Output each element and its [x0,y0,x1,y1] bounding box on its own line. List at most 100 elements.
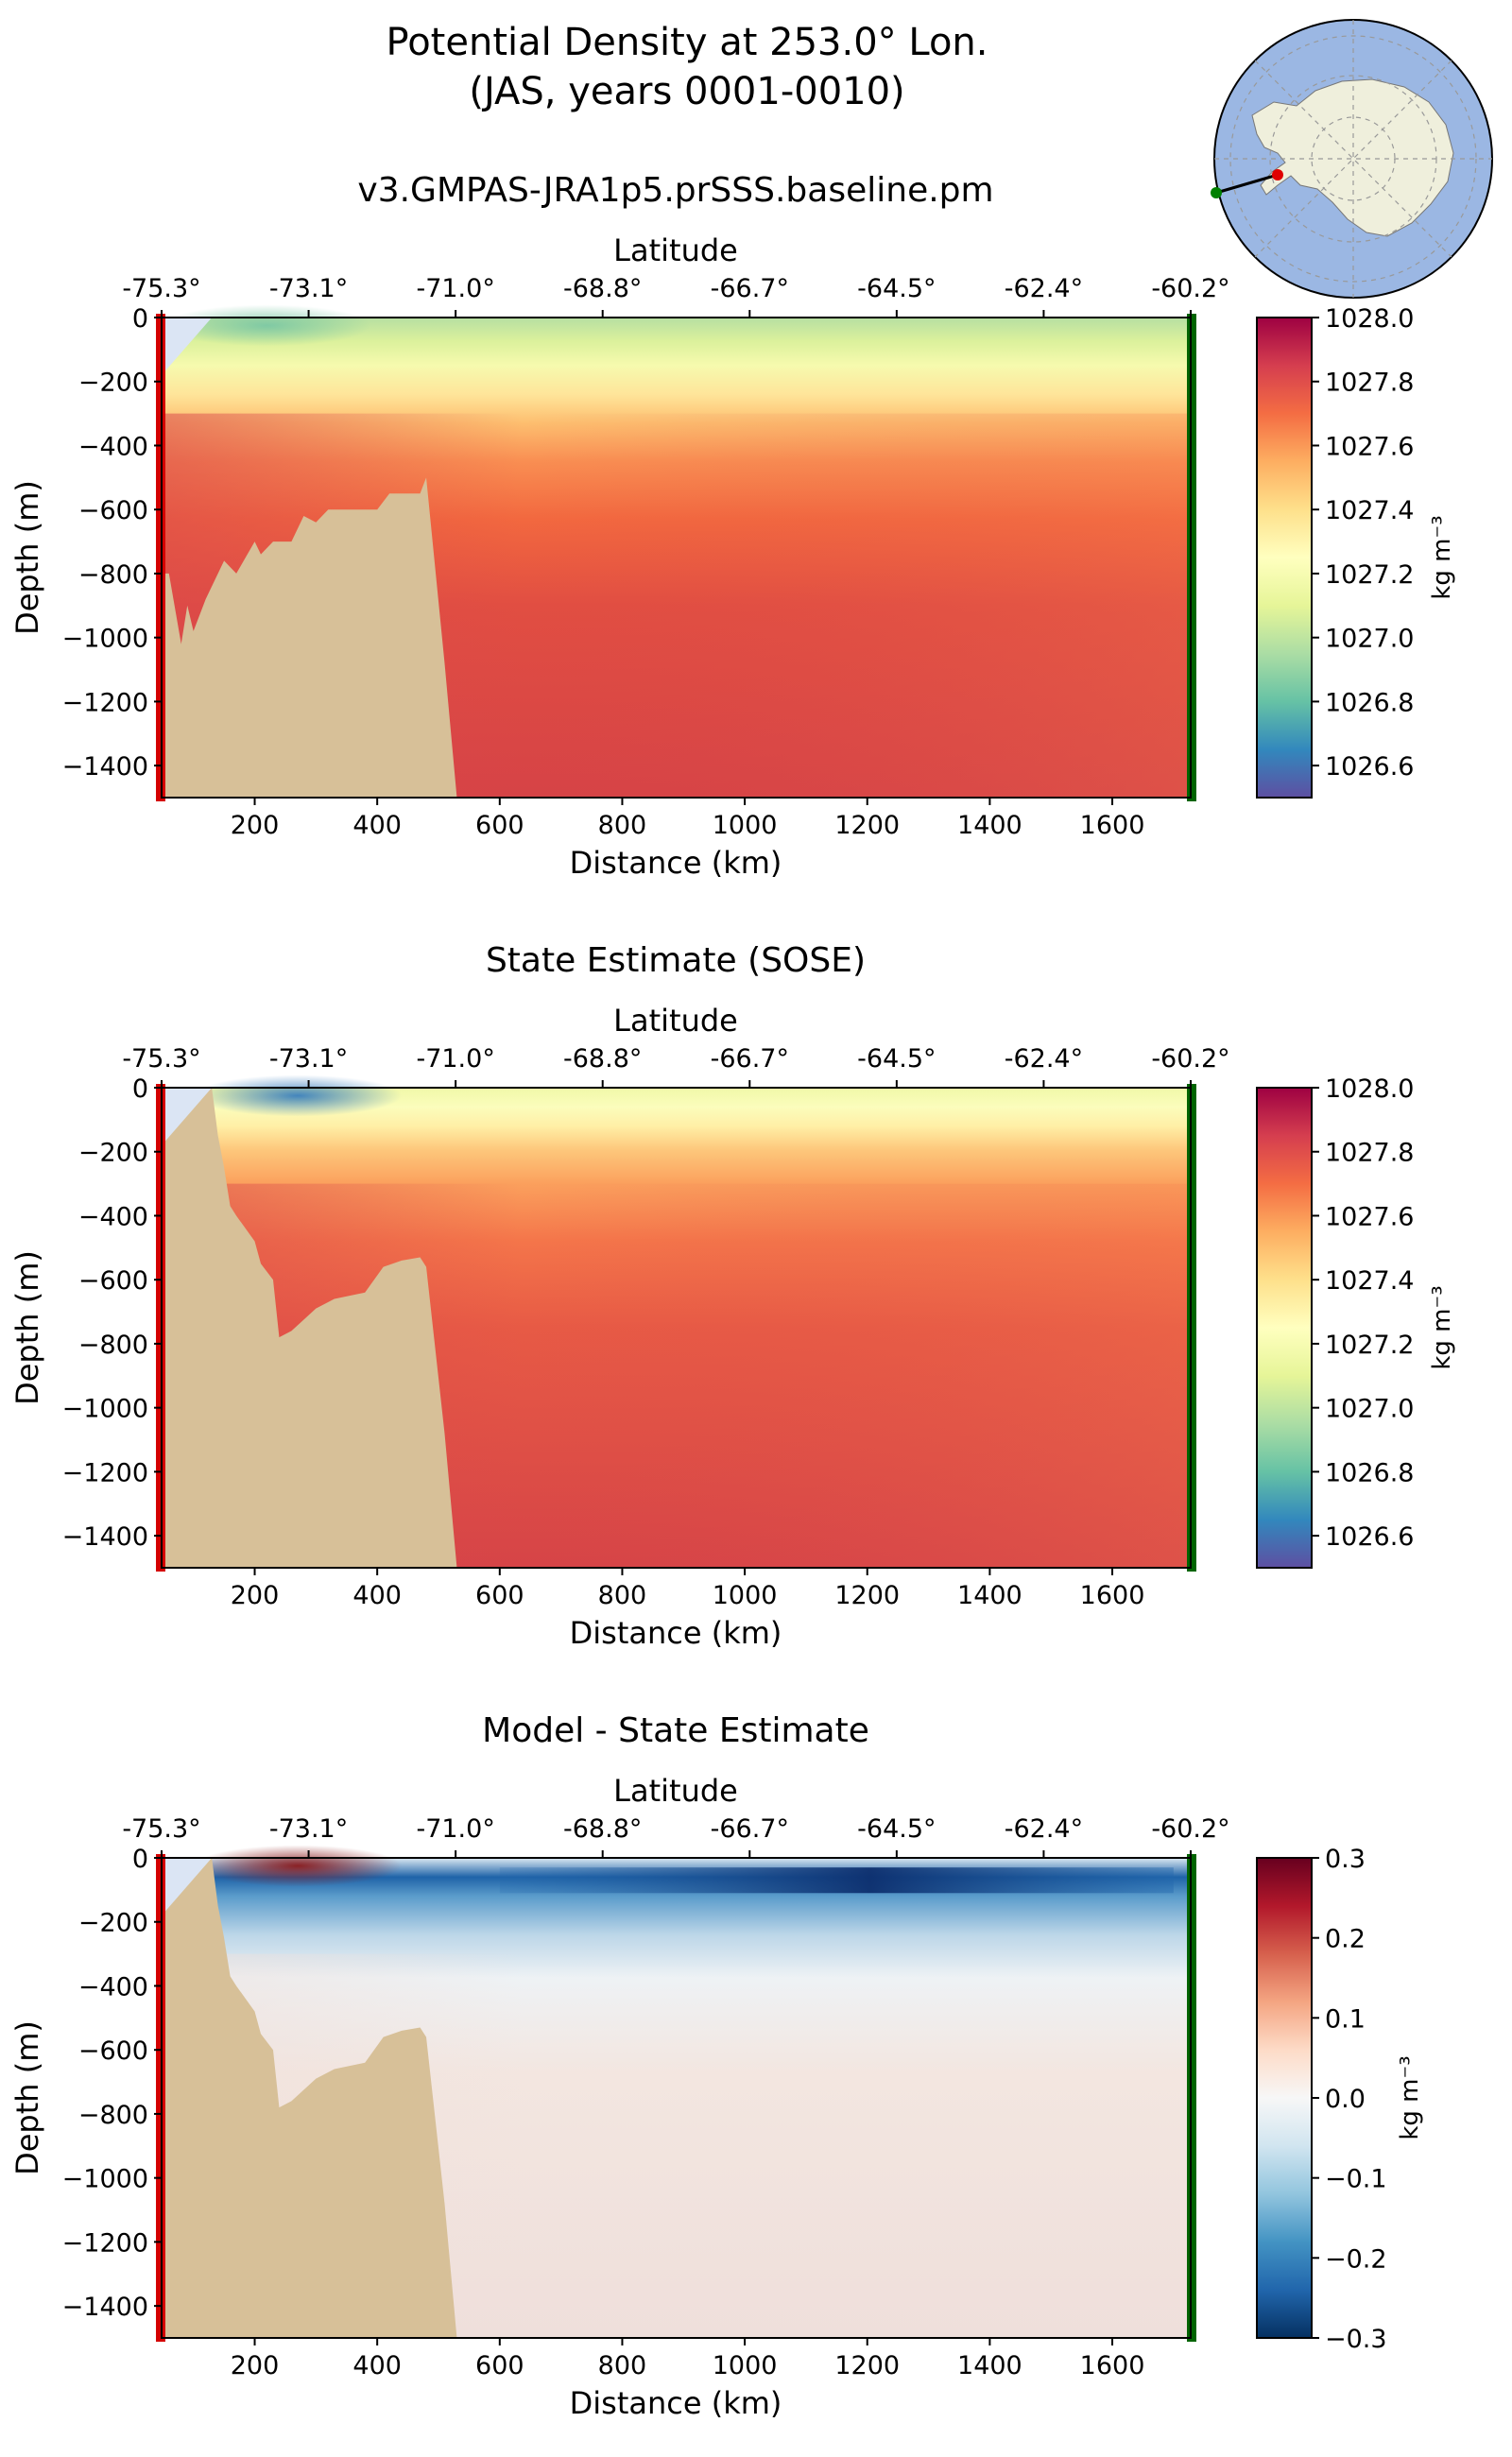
colorbar [1256,1087,1313,1569]
latitude-tick-label: -73.1° [269,274,348,303]
x-axis-label: Distance (km) [570,2385,782,2421]
colorbar [1256,317,1313,799]
y-tick-label: −800 [78,560,148,590]
latitude-tick-label: -75.3° [122,1044,200,1074]
y-tick-label: −600 [78,2036,148,2066]
plot-frame [161,1087,1192,1569]
y-tick-label: −1000 [62,1395,148,1424]
panel-title: State Estimate (SOSE) [486,941,866,980]
colorbar-tick-label: 1027.6 [1325,1202,1414,1231]
colorbar-tick-label: 1028.0 [1325,1074,1414,1104]
colorbar-tick-label: 1027.6 [1325,432,1414,461]
figure-title-line2: (JAS, years 0001-0010) [469,70,904,113]
x-tick-label: 800 [598,2351,647,2380]
panel-title: v3.GMPAS-JRA1p5.prSSS.baseline.pm [357,171,993,210]
x-tick-label: 600 [475,1581,524,1610]
y-tick-label: 0 [132,1074,148,1104]
y-tick-label: −1400 [62,1522,148,1552]
x-tick-label: 1200 [834,1581,900,1610]
x-tick-label: 600 [475,2351,524,2380]
latitude-tick-label: -73.1° [269,1044,348,1074]
colorbar-tick-label: 1027.8 [1325,1139,1414,1168]
colorbar-tick-label: 1027.2 [1325,1331,1414,1360]
y-tick-label: −1400 [62,752,148,782]
bathymetry [162,1858,457,2338]
y-tick-label: −1200 [62,688,148,717]
x-tick-label: 200 [231,2351,280,2380]
x-tick-label: 1400 [957,811,1022,840]
latitude-axis-label: Latitude [613,1773,738,1809]
latitude-tick-label: -64.5° [857,1044,936,1074]
colorbar-label: kg m⁻³ [1428,1285,1456,1369]
colorbar-tick-label: 1026.8 [1325,1458,1414,1487]
antarctica-landmass [1251,78,1454,237]
colorbar-tick-label: 1027.4 [1325,496,1414,525]
surface-anomaly [193,1074,402,1117]
x-tick-label: 1200 [834,2351,900,2380]
x-tick-label: 1000 [713,1581,778,1610]
colorbar-tick-label: 1027.8 [1325,369,1414,398]
colorbar-tick-label: −0.2 [1325,2244,1387,2274]
x-tick-label: 1200 [834,811,900,840]
colorbar-tick-label: 1027.4 [1325,1266,1414,1296]
y-tick-label: 0 [132,304,148,334]
latitude-tick-label: -66.7° [711,1814,789,1844]
inset-map [1211,19,1493,299]
latitude-tick-label: -62.4° [1005,1044,1083,1074]
y-tick-label: −1000 [62,2165,148,2194]
latitude-tick-label: -73.1° [269,1814,348,1844]
y-tick-label: −1000 [62,625,148,654]
panel-difference: Model - State Estimate Latitude Distance… [9,1711,1424,2421]
y-axis-label: Depth (m) [9,480,45,635]
colorbar-tick-label: 1027.0 [1325,625,1414,654]
y-tick-label: −400 [78,1202,148,1231]
latitude-tick-label: -71.0° [416,1044,494,1074]
y-tick-label: −200 [78,1909,148,1938]
colorbar-label: kg m⁻³ [1428,515,1456,599]
latitude-tick-label: -75.3° [122,274,200,303]
colorbar-tick-label: 0.1 [1325,2004,1366,2034]
x-tick-label: 200 [231,1581,280,1610]
bathymetry [162,1088,457,1568]
y-tick-label: −1200 [62,1458,148,1487]
latitude-axis-label: Latitude [613,232,738,268]
colorbar-tick-label: 1027.0 [1325,1395,1414,1424]
colorbar-tick-label: 0.3 [1325,1845,1366,1874]
panel-sose: State Estimate (SOSE) Latitude Distance … [9,941,1456,1651]
colorbar-tick-label: −0.3 [1325,2325,1387,2354]
section-start-marker [1272,169,1283,180]
colorbar-tick-label: 1027.2 [1325,560,1414,590]
x-axis-label: Distance (km) [570,1615,782,1651]
surface-anomaly [163,304,371,347]
x-tick-label: 800 [598,811,647,840]
latitude-tick-label: -68.8° [563,274,642,303]
figure-title-line1: Potential Density at 253.0° Lon. [387,21,988,64]
x-tick-label: 800 [598,1581,647,1610]
bathymetry [162,477,457,798]
section-line [1215,173,1279,195]
latitude-tick-label: -64.5° [857,274,936,303]
x-tick-label: 1000 [713,811,778,840]
y-tick-label: −1400 [62,2293,148,2322]
x-tick-label: 1600 [1080,1581,1145,1610]
y-tick-label: −400 [78,1972,148,2002]
panel-title: Model - State Estimate [482,1711,869,1750]
surface-anomaly [193,1845,402,1887]
x-tick-label: 1000 [713,2351,778,2380]
x-tick-label: 400 [352,811,402,840]
colorbar-tick-label: 1026.6 [1325,1522,1414,1552]
latitude-tick-label: -66.7° [711,274,789,303]
latitude-axis-label: Latitude [613,1003,738,1039]
latitude-tick-label: -71.0° [416,1814,494,1844]
colorbar-tick-label: 1026.6 [1325,752,1414,782]
x-tick-label: 1600 [1080,811,1145,840]
x-tick-label: 1400 [957,1581,1022,1610]
y-axis-label: Depth (m) [9,1250,45,1405]
x-axis-label: Distance (km) [570,845,782,881]
y-tick-label: −600 [78,1266,148,1296]
y-tick-label: −600 [78,496,148,525]
y-tick-label: −1200 [62,2228,148,2258]
y-tick-label: 0 [132,1845,148,1874]
y-tick-label: −800 [78,1331,148,1360]
colorbar-tick-label: 0.2 [1325,1925,1366,1954]
